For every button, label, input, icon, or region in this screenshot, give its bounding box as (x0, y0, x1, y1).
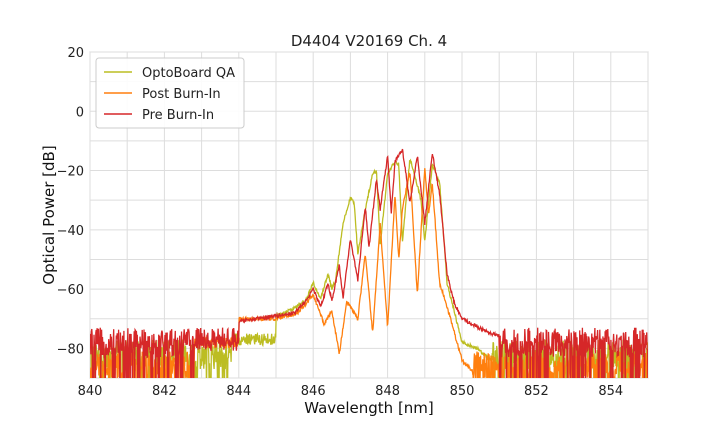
y-tick-label: 20 (67, 46, 84, 61)
y-tick-label: −20 (57, 165, 84, 180)
x-tick-label: 842 (152, 384, 177, 399)
x-tick-label: 854 (598, 384, 623, 399)
y-tick-label: 0 (76, 105, 84, 120)
chart-title: D4404 V20169 Ch. 4 (291, 32, 447, 50)
x-axis-ticks: 840 842 844 846 848 850 852 854 (78, 384, 624, 399)
legend-label-pre-burn-in: Pre Burn-In (142, 108, 214, 123)
legend: OptoBoard QA Post Burn-In Pre Burn-In (95, 57, 245, 129)
x-tick-label: 844 (226, 384, 251, 399)
y-tick-label: −80 (57, 342, 84, 357)
y-tick-label: −60 (57, 283, 84, 298)
legend-label-post-burn-in: Post Burn-In (142, 87, 221, 102)
x-tick-label: 850 (450, 384, 475, 399)
x-tick-label: 840 (78, 384, 103, 399)
x-tick-label: 852 (524, 384, 549, 399)
legend-box (95, 57, 245, 129)
y-axis-ticks: 20 0 −20 −40 −60 −80 (57, 46, 84, 357)
x-tick-label: 848 (375, 384, 400, 399)
x-tick-label: 846 (301, 384, 326, 399)
legend-label-optoboard-qa: OptoBoard QA (142, 66, 235, 81)
series-line-pre-burn-in (90, 148, 648, 378)
x-axis-title: Wavelength [nm] (304, 399, 434, 417)
y-tick-label: −40 (57, 224, 84, 239)
series-layer (90, 148, 648, 378)
y-axis-title: Optical Power [dB] (40, 145, 58, 284)
